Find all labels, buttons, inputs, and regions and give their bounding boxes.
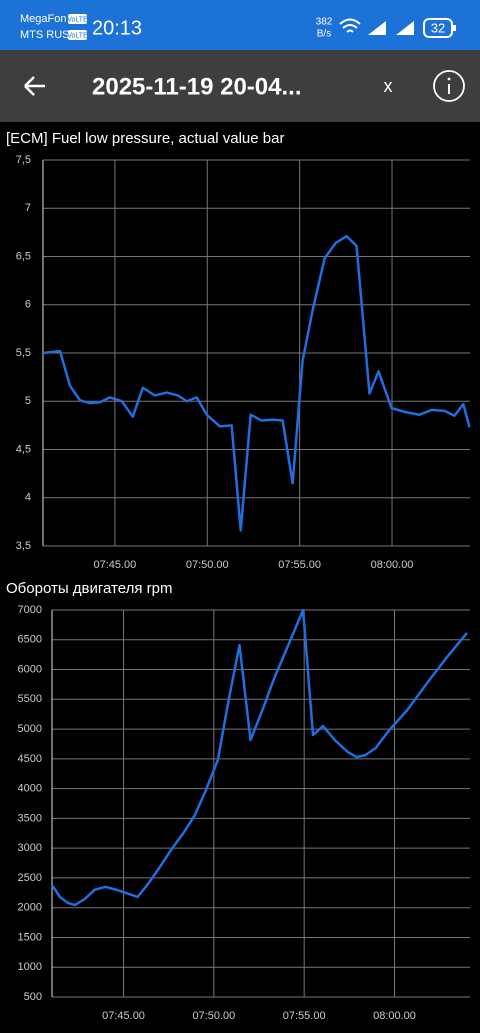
wifi-icon [339, 18, 361, 33]
signal-icon [368, 21, 386, 35]
chart-title: [ECM] Fuel low pressure, actual value ba… [6, 130, 284, 147]
y-tick-label: 6,5 [16, 250, 31, 262]
info-circle [433, 70, 465, 102]
y-tick-label: 5500 [18, 693, 42, 705]
clock: 20:13 [92, 17, 142, 39]
x-tick-label: 07:45.00 [102, 1010, 145, 1022]
status-bar [0, 0, 480, 50]
y-tick-label: 6 [25, 299, 31, 311]
y-tick-label: 4 [25, 492, 31, 504]
badge: VoLTE [67, 32, 88, 39]
y-tick-label: 4000 [18, 783, 42, 795]
y-tick-label: 1000 [18, 961, 42, 973]
y-tick-label: 4,5 [16, 443, 31, 455]
app-bar [0, 50, 480, 122]
y-tick-label: 5 [25, 395, 31, 407]
x-tick-label: 07:55.00 [278, 559, 321, 571]
y-tick-label: 6500 [18, 634, 42, 646]
chart-title: Обороты двигателя rpm [6, 580, 172, 597]
y-tick-label: 2500 [18, 872, 42, 884]
y-tick-label: 3000 [18, 842, 42, 854]
y-tick-label: 3,5 [16, 540, 31, 552]
info-button[interactable] [433, 70, 465, 102]
badge-bg [68, 30, 87, 40]
y-tick-label: 500 [24, 991, 42, 1003]
battery-icon [423, 18, 453, 38]
net-speed-unit: B/s [317, 29, 331, 40]
signal-icon [396, 21, 414, 35]
y-tick-label: 2000 [18, 902, 42, 914]
app-title: 2025-11-19 20-04... [92, 73, 302, 100]
info-stem [448, 84, 450, 94]
y-tick-label: 5000 [18, 723, 42, 735]
y-tick-label: 7 [25, 202, 31, 214]
y-tick-label: 4500 [18, 753, 42, 765]
net-speed: 382 [316, 17, 333, 28]
close-button[interactable]: x [384, 76, 393, 96]
battery-level: 32 [431, 20, 445, 35]
y-tick-label: 7,5 [16, 154, 31, 166]
y-tick-label: 1500 [18, 931, 42, 943]
x-tick-label: 08:00.00 [371, 559, 414, 571]
x-tick-label: 08:00.00 [373, 1010, 416, 1022]
badge: VoLTE [67, 16, 88, 23]
carrier: MegaFon [20, 13, 66, 25]
carrier: MTS RUS [20, 29, 70, 41]
y-tick-label: 3500 [18, 812, 42, 824]
data-line [42, 234, 471, 532]
y-tick-label: 6000 [18, 663, 42, 675]
x-tick-label: 07:55.00 [283, 1010, 326, 1022]
back-button[interactable] [24, 76, 45, 96]
badge-bg [68, 14, 87, 24]
x-tick-label: 07:50.00 [192, 1010, 235, 1022]
data-line [50, 608, 468, 907]
info-dot [447, 77, 451, 81]
x-tick-label: 07:50.00 [186, 559, 229, 571]
x-tick-label: 07:45.00 [93, 559, 136, 571]
y-tick-label: 7000 [18, 604, 42, 616]
y-tick-label: 5,5 [16, 347, 31, 359]
battery-tip [453, 25, 456, 31]
